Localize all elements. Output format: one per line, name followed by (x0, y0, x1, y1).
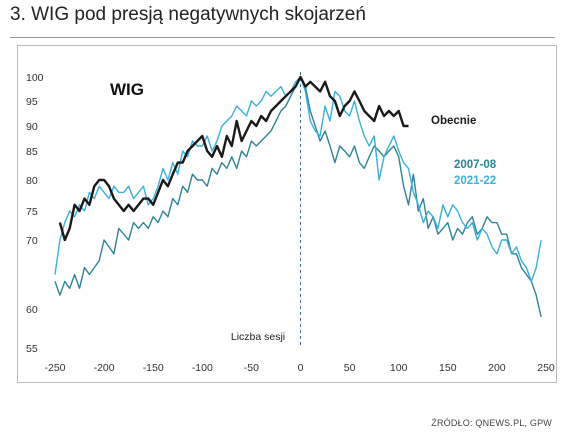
x-tick-label: -150 (143, 362, 164, 374)
x-tick-label: 200 (488, 362, 506, 374)
x-tick-label: 50 (344, 362, 356, 374)
chart-frame: 55 60 70 75 80 85 90 95 100 -250 -200 -150 -100 -50 0… (17, 45, 557, 383)
x-tick-label: -100 (192, 362, 213, 374)
x-tick-label: 100 (390, 362, 408, 374)
source-note: ŹRÓDŁO: QNEWS.PL, GPW (431, 418, 552, 428)
y-tick-label: 100 (26, 72, 44, 84)
series-label-2021-22: 2021-22 (454, 175, 496, 187)
y-tick-label: 55 (26, 343, 38, 355)
x-tick-label: -200 (94, 362, 115, 374)
x-tick-label: 150 (439, 362, 457, 374)
series-line-2007-08 (54, 76, 542, 317)
wig-line-chart: 55 60 70 75 80 85 90 95 100 -250 -200 -150 -100 -50 0… (26, 72, 555, 374)
chart-title: WIG (110, 80, 144, 99)
y-tick-label: 85 (26, 146, 38, 158)
page-title: 3. WIG pod presją negatywnych skojarzeń (10, 4, 366, 25)
series-line-obecnie (58, 75, 409, 242)
x-tick-label: -250 (44, 362, 65, 374)
x-tick-label: 0 (298, 362, 304, 374)
y-tick-label: 90 (26, 121, 38, 133)
x-tick-label: -50 (244, 362, 259, 374)
title-divider (10, 37, 555, 38)
y-tick-label: 70 (26, 235, 38, 247)
y-tick-label: 75 (26, 206, 38, 218)
x-axis-label: Liczba sesji (231, 331, 285, 343)
y-tick-label: 60 (26, 304, 38, 316)
series-label-obecnie: Obecnie (431, 115, 476, 127)
series-label-2007-08: 2007-08 (454, 159, 497, 171)
x-tick-label: 250 (537, 362, 555, 374)
y-tick-label: 80 (26, 175, 38, 187)
y-tick-label: 95 (26, 96, 38, 108)
